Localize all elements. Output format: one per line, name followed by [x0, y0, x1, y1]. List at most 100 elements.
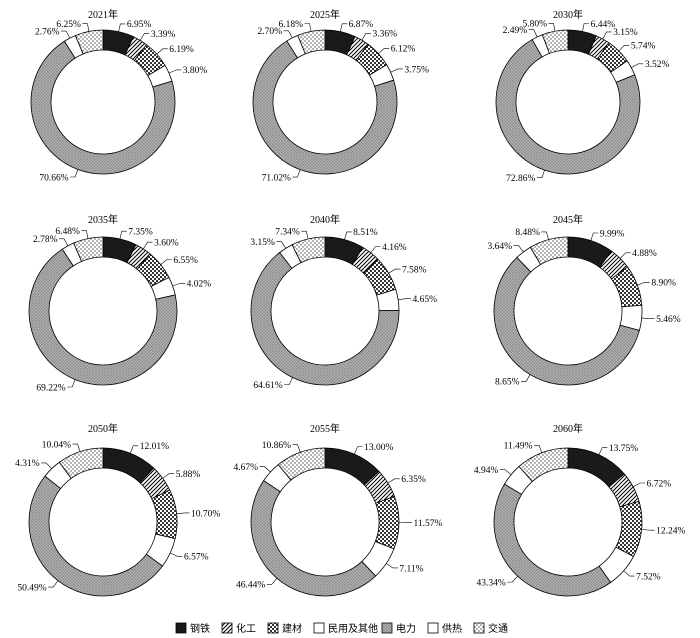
- chart-title: 2055年: [310, 422, 340, 435]
- legend-item-building: 建材: [267, 622, 302, 635]
- slice-building: [374, 495, 400, 550]
- data-label-heat: 2.70%: [257, 27, 282, 37]
- leader-line-steel: [598, 447, 608, 455]
- data-label-civil: 3.75%: [404, 65, 429, 75]
- leader-line-chemical: [139, 33, 150, 41]
- data-label-building: 10.70%: [191, 509, 220, 519]
- leader-line-power: [48, 580, 59, 588]
- donut-2045年: 2045年 9.99% 4.88% 8.90% 5.46% 8.65% 3.64%8.48%: [488, 213, 681, 388]
- leader-line-transport: [301, 230, 309, 240]
- data-label-building: 5.74%: [631, 42, 656, 52]
- leader-line-power: [507, 576, 518, 583]
- legend-label-transport: 交通: [488, 622, 508, 635]
- legend-item-power: 电力: [381, 622, 416, 635]
- data-label-steel: 12.01%: [140, 442, 169, 452]
- data-label-building: 7.58%: [402, 265, 427, 275]
- leader-line-civil: [168, 69, 182, 74]
- data-label-building: 12.24%: [656, 526, 685, 536]
- donut-2025年: 2025年 6.87%3.36% 6.12% 3.75% 71.02% 2.70%6.18…: [252, 8, 429, 183]
- leader-line-heat: [59, 238, 69, 247]
- legend-item-chemical: 化工: [221, 622, 256, 635]
- slice-transport: [529, 236, 569, 266]
- chart-title: 2045年: [553, 213, 583, 226]
- leader-line-civil: [170, 552, 183, 557]
- leader-line-transport: [292, 444, 301, 453]
- leader-line-heat: [513, 245, 524, 253]
- leader-line-power: [284, 377, 293, 386]
- leader-line-heat: [276, 241, 286, 249]
- data-label-chemical: 6.72%: [647, 479, 672, 489]
- chart-title: 2021年: [88, 8, 118, 21]
- slice-transport: [73, 236, 104, 262]
- leader-line-power: [70, 169, 79, 178]
- data-label-building: 11.57%: [413, 519, 442, 529]
- leader-line-civil: [641, 317, 655, 320]
- donut-2035年: 2035年 7.35%3.60% 6.55% 4.02% 69.22% 2.78%6.48…: [28, 213, 212, 393]
- leader-line-heat: [528, 29, 538, 38]
- leader-line-building: [156, 48, 168, 55]
- legend-item-transport: 交通: [473, 622, 508, 635]
- data-label-transport: 7.34%: [275, 227, 300, 237]
- leader-line-transport: [81, 230, 89, 239]
- leader-line-transport: [72, 443, 81, 452]
- legend-swatch-transport: [473, 622, 485, 634]
- data-label-chemical: 6.35%: [401, 475, 426, 485]
- data-label-transport: 10.04%: [42, 440, 71, 450]
- leader-line-steel: [354, 446, 363, 455]
- data-label-chemical: 3.15%: [613, 28, 638, 38]
- leader-line-heat: [41, 462, 52, 469]
- data-label-civil: 6.57%: [184, 553, 209, 563]
- slice-power: [30, 40, 176, 175]
- chart-title: 2030年: [553, 8, 583, 21]
- donut-2055年: 2055年 13.00% 6.35% 11.57% 7.11% 46.44% 4.67% 10…: [233, 422, 443, 597]
- chart-title: 2060年: [553, 422, 583, 435]
- data-label-chemical: 3.60%: [154, 238, 179, 248]
- data-label-building: 6.55%: [173, 256, 198, 266]
- chart-title: 2035年: [88, 213, 118, 226]
- leader-line-steel: [340, 23, 348, 32]
- leader-line-chemical: [370, 246, 381, 253]
- leader-line-building: [637, 282, 650, 286]
- leader-line-transport: [541, 231, 549, 240]
- legend-label-steel: 钢铁: [190, 622, 210, 635]
- slice-power: [28, 475, 163, 597]
- data-label-steel: 6.87%: [349, 20, 374, 30]
- leader-line-civil: [623, 570, 635, 577]
- slice-transport: [297, 29, 326, 55]
- leader-line-transport: [534, 444, 543, 453]
- data-label-steel: 9.99%: [600, 229, 625, 239]
- legend: 钢铁 化工 建材 民用及其他 电力 供热 交通: [175, 622, 508, 635]
- legend-swatch-chemical: [221, 622, 233, 634]
- data-label-civil: 4.65%: [413, 295, 438, 305]
- leader-line-transport: [82, 23, 90, 32]
- leader-line-civil: [390, 68, 403, 73]
- leader-line-chemical: [632, 482, 646, 488]
- charts-layer: 2021年 6.95%3.39% 6.19% 3.80% 70.66% 2.76%6.25…: [15, 8, 685, 597]
- slice-transport: [58, 447, 104, 479]
- slice-transport: [518, 447, 569, 483]
- legend-item-heat: 供热: [427, 622, 462, 635]
- leader-line-heat: [283, 30, 293, 39]
- legend-item-civil: 民用及其他: [313, 622, 378, 635]
- leader-line-chemical: [361, 32, 371, 41]
- data-label-heat: 3.64%: [488, 242, 513, 252]
- data-label-heat: 2.78%: [33, 235, 58, 245]
- leader-line-steel: [590, 232, 599, 241]
- slice-building: [151, 489, 178, 540]
- leader-line-steel: [129, 445, 139, 454]
- data-label-transport: 5.80%: [522, 20, 547, 30]
- leader-line-building: [378, 48, 390, 54]
- slice-power: [495, 39, 641, 175]
- leader-line-civil: [172, 282, 186, 287]
- leader-line-chemical: [387, 478, 400, 484]
- data-label-power: 50.49%: [17, 583, 46, 593]
- data-label-power: 64.61%: [253, 381, 282, 391]
- leader-line-civil: [398, 298, 412, 301]
- legend-label-power: 电力: [396, 622, 416, 635]
- slice-power: [250, 479, 377, 597]
- leader-line-steel: [118, 23, 126, 32]
- leader-line-chemical: [602, 31, 612, 40]
- leader-line-building: [641, 529, 655, 531]
- data-label-power: 43.34%: [476, 578, 505, 588]
- data-label-civil: 4.02%: [187, 280, 212, 290]
